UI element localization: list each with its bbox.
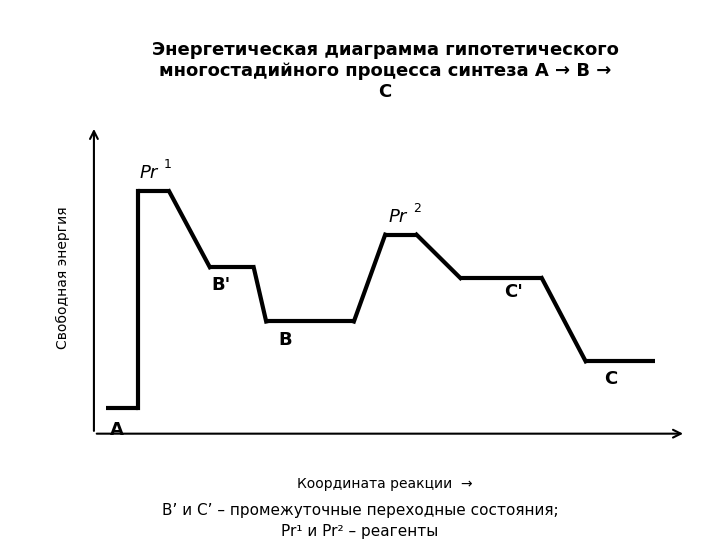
Text: A: A bbox=[109, 421, 123, 439]
Text: 1: 1 bbox=[164, 158, 172, 171]
Text: Pr¹ и Pr² – реагенты: Pr¹ и Pr² – реагенты bbox=[282, 524, 438, 539]
Text: Свободная энергия: Свободная энергия bbox=[55, 207, 70, 349]
Text: Pr: Pr bbox=[388, 207, 407, 226]
Text: B’ и C’ – промежуточные переходные состояния;: B’ и C’ – промежуточные переходные состо… bbox=[162, 503, 558, 518]
Title: Энергетическая диаграмма гипотетического
многостадийного процесса синтеза А → В : Энергетическая диаграмма гипотетического… bbox=[152, 41, 618, 101]
Text: Pr: Pr bbox=[140, 164, 158, 182]
Text: Координата реакции  →: Координата реакции → bbox=[297, 477, 473, 491]
Text: B: B bbox=[279, 330, 292, 348]
Text: B': B' bbox=[211, 276, 230, 294]
Text: C: C bbox=[605, 370, 618, 388]
Text: 2: 2 bbox=[413, 202, 420, 215]
Text: C': C' bbox=[504, 284, 523, 301]
